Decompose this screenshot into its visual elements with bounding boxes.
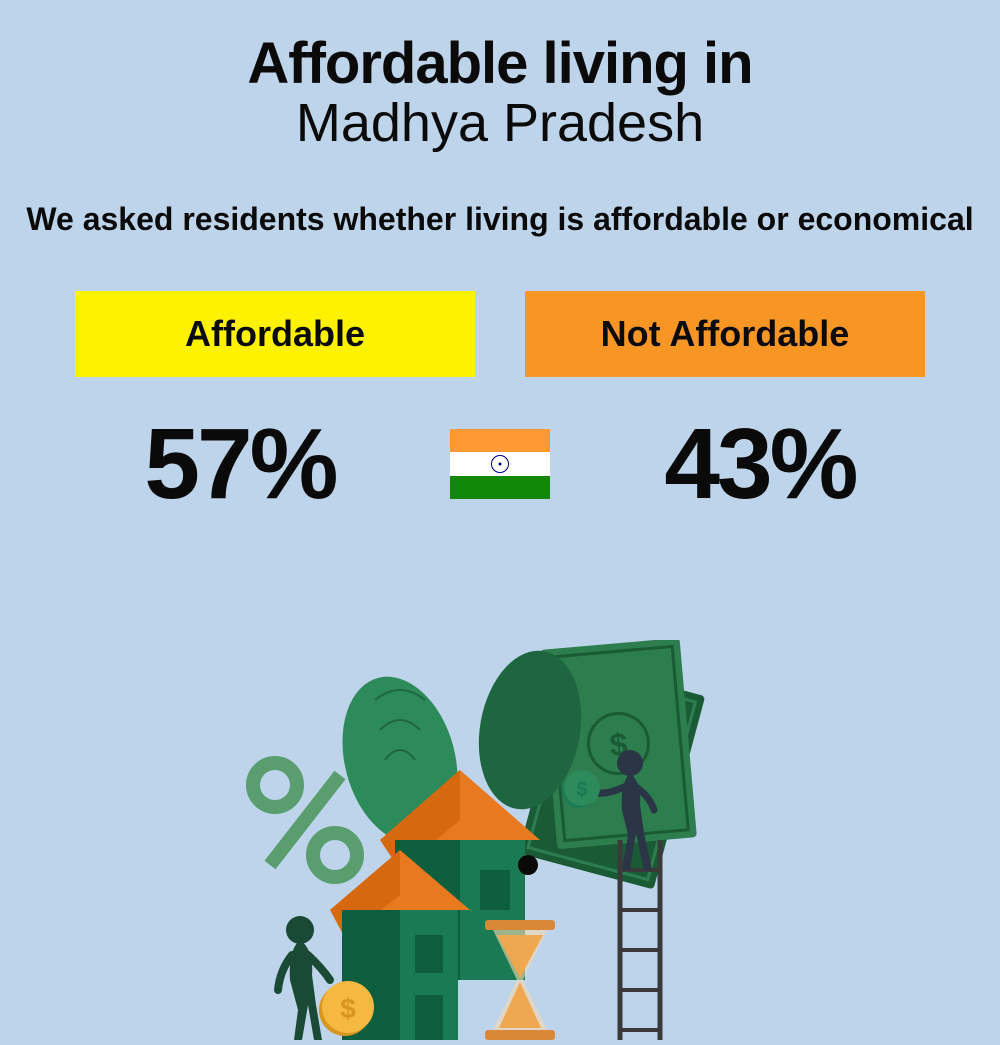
flag-white-stripe bbox=[450, 452, 550, 475]
india-flag-icon bbox=[450, 429, 550, 499]
affordable-label-box: Affordable bbox=[75, 291, 475, 377]
chakra-icon bbox=[491, 455, 509, 473]
labels-row: Affordable Not Affordable bbox=[0, 291, 1000, 377]
not-affordable-percent: 43% bbox=[580, 407, 940, 522]
flag-saffron-stripe bbox=[450, 429, 550, 452]
subtitle-text: We asked residents whether living is aff… bbox=[0, 199, 1000, 241]
housing-illustration: $ bbox=[200, 640, 800, 1040]
not-affordable-label-box: Not Affordable bbox=[525, 291, 925, 377]
flag-green-stripe bbox=[450, 476, 550, 499]
affordable-percent: 57% bbox=[60, 407, 420, 522]
title-line2: Madhya Pradesh bbox=[0, 92, 1000, 154]
percents-row: 57% 43% bbox=[0, 407, 1000, 522]
svg-text:$: $ bbox=[576, 779, 587, 801]
svg-text:$: $ bbox=[340, 993, 356, 1024]
title-line1: Affordable living in bbox=[0, 0, 1000, 97]
